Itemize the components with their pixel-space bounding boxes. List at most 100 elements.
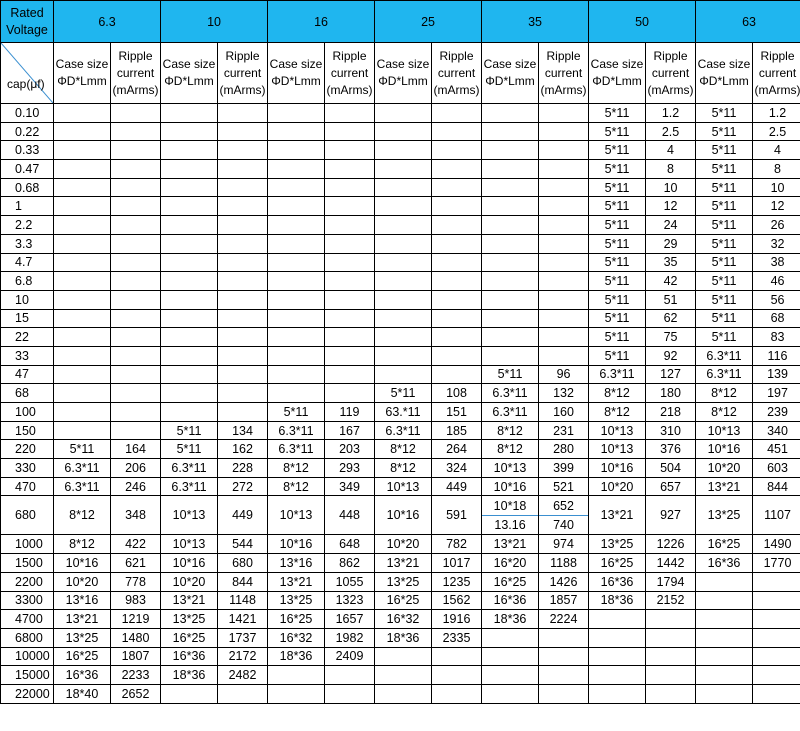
ripple-cell (431, 271, 483, 291)
case-size-cell (53, 215, 111, 235)
case-size-cell (374, 121, 433, 142)
case-size-cell (53, 271, 111, 291)
ripple-cell: 180 (645, 383, 697, 403)
case-size-cell (695, 665, 754, 685)
ripple-cell (538, 252, 590, 273)
ripple-cell (431, 103, 483, 123)
ripple-cell (217, 215, 269, 235)
case-size-cell: 6.3*11 (588, 364, 647, 385)
table-row: 10000 16*25 1807 16*36 2172 18*36 2409 (0, 646, 800, 667)
ripple-cell: 1794 (645, 571, 697, 592)
ripple-cell: 2152 (645, 590, 697, 611)
ripple-cell (324, 364, 376, 385)
ripple-cell: 26 (752, 215, 800, 235)
table-row: 33 5*11 92 6.3*11 116 (0, 345, 800, 366)
case-size-cell: 5*11 (588, 121, 647, 142)
case-size-cell (267, 215, 326, 235)
case-size-cell (160, 402, 219, 422)
case-size-cell (588, 665, 647, 685)
case-size-cell: 13*25 (588, 534, 647, 555)
case-size-cell: 16*25 (588, 553, 647, 573)
table-row: 0.22 5*11 2.5 5*11 2.5 (0, 121, 800, 142)
ripple-cell: 2224 (538, 609, 590, 629)
ripple-cell: 782 (431, 534, 483, 555)
case-size-cell: 8*12 (695, 383, 754, 403)
case-size-cell (588, 683, 647, 704)
table-row: 22 5*11 75 5*11 83 (0, 327, 800, 347)
capacitance-cell: 0.33 (0, 140, 54, 161)
case-size-cell: 16*36 (481, 590, 540, 611)
ripple-cell: 51 (645, 289, 697, 310)
case-size-cell (374, 252, 433, 273)
ripple-cell: 293 (324, 458, 376, 478)
case-size-cell: 13*25 (267, 590, 326, 611)
ripple-cell (431, 646, 483, 667)
ripple-cell: 56 (752, 289, 800, 310)
table-row: 2.2 5*11 24 5*11 26 (0, 215, 800, 235)
case-size-cell: 8*12 (374, 439, 433, 460)
ripple-cell: 1426 (538, 571, 590, 592)
case-size-cell (53, 289, 111, 310)
case-size-cell: 5*11 (588, 103, 647, 123)
ripple-cell (538, 289, 590, 310)
case-size-cell (481, 327, 540, 347)
case-size-cell: 18*36 (160, 665, 219, 685)
ripple-cell (217, 196, 269, 217)
voltage-63: 63 (695, 0, 800, 43)
ripple-cell (217, 402, 269, 422)
ripple-cell (431, 215, 483, 235)
ripple-cell (538, 646, 590, 667)
split-value-bottom: 13.16 (494, 517, 526, 532)
ripple-cell (645, 683, 697, 704)
ripple-cell (324, 121, 376, 142)
capacitance-unit-label: cap(μf) (7, 77, 45, 91)
subheader-row: cap(μf) Case size ΦD*Lmm Ripple current … (0, 42, 800, 104)
ripple-cell: 449 (431, 476, 483, 497)
ripple-cell (109, 345, 162, 366)
ripple-cell (538, 308, 590, 329)
case-size-cell (267, 196, 326, 217)
ripple-cell (324, 215, 376, 235)
ripple-cell (324, 140, 376, 161)
table-row: 0.10 5*11 1.2 5*11 1.2 (0, 103, 800, 123)
case-size-cell (374, 215, 433, 235)
case-size-cell (481, 289, 540, 310)
ripple-cell: 29 (645, 233, 697, 254)
table-row: 22000 18*40 2652 (0, 683, 800, 704)
ripple-cell: 280 (538, 439, 590, 460)
ripple-cell: 96 (538, 364, 590, 385)
case-size-cell: 16*25 (374, 590, 433, 611)
ripple-cell: 1235 (431, 571, 483, 592)
case-size-cell: 10*20 (160, 571, 219, 592)
ripple-header: Ripple current (mArms) (109, 42, 162, 104)
ripple-cell: 449 (217, 495, 269, 536)
capacitance-cell: 220 (0, 439, 54, 460)
ripple-cell (324, 177, 376, 198)
table-row: 1500 10*16 621 10*16 680 13*16 862 13*21 1017 16*… (0, 553, 800, 573)
case-size-cell: 10*16 (267, 534, 326, 555)
case-size-cell: 8*12 (588, 402, 647, 422)
ripple-cell: 1.2 (645, 103, 697, 123)
voltage-header-row: Rated Voltage 6.3 10 16 25 35 50 63 (0, 0, 800, 43)
ripple-cell (217, 252, 269, 273)
case-size-cell (160, 252, 219, 273)
table-row: 6.8 5*11 42 5*11 46 (0, 271, 800, 291)
ripple-cell (324, 683, 376, 704)
case-size-header: Case size ΦD*Lmm (160, 42, 219, 104)
ripple-cell (431, 345, 483, 366)
ripple-cell: 127 (645, 364, 697, 385)
case-size-cell (695, 627, 754, 648)
case-size-cell: 8*12 (267, 476, 326, 497)
table-body: 0.10 5*11 1.2 5*11 1.2 0.22 5*11 2.5 5*11 2.5 0.33… (0, 103, 800, 704)
ripple-cell (109, 252, 162, 273)
table-row: 68 5*11 108 6.3*11 132 8*12 180 8*12 197 (0, 383, 800, 403)
case-size-cell (160, 177, 219, 198)
ripple-cell (109, 402, 162, 422)
case-size-cell (160, 140, 219, 161)
ripple-cell (538, 140, 590, 161)
ripple-header: Ripple current (mArms) (324, 42, 376, 104)
ripple-cell: 162 (217, 439, 269, 460)
split-value-top: 10*18 (482, 497, 538, 516)
case-size-cell: 5*11 (588, 345, 647, 366)
ripple-cell: 119 (324, 402, 376, 422)
